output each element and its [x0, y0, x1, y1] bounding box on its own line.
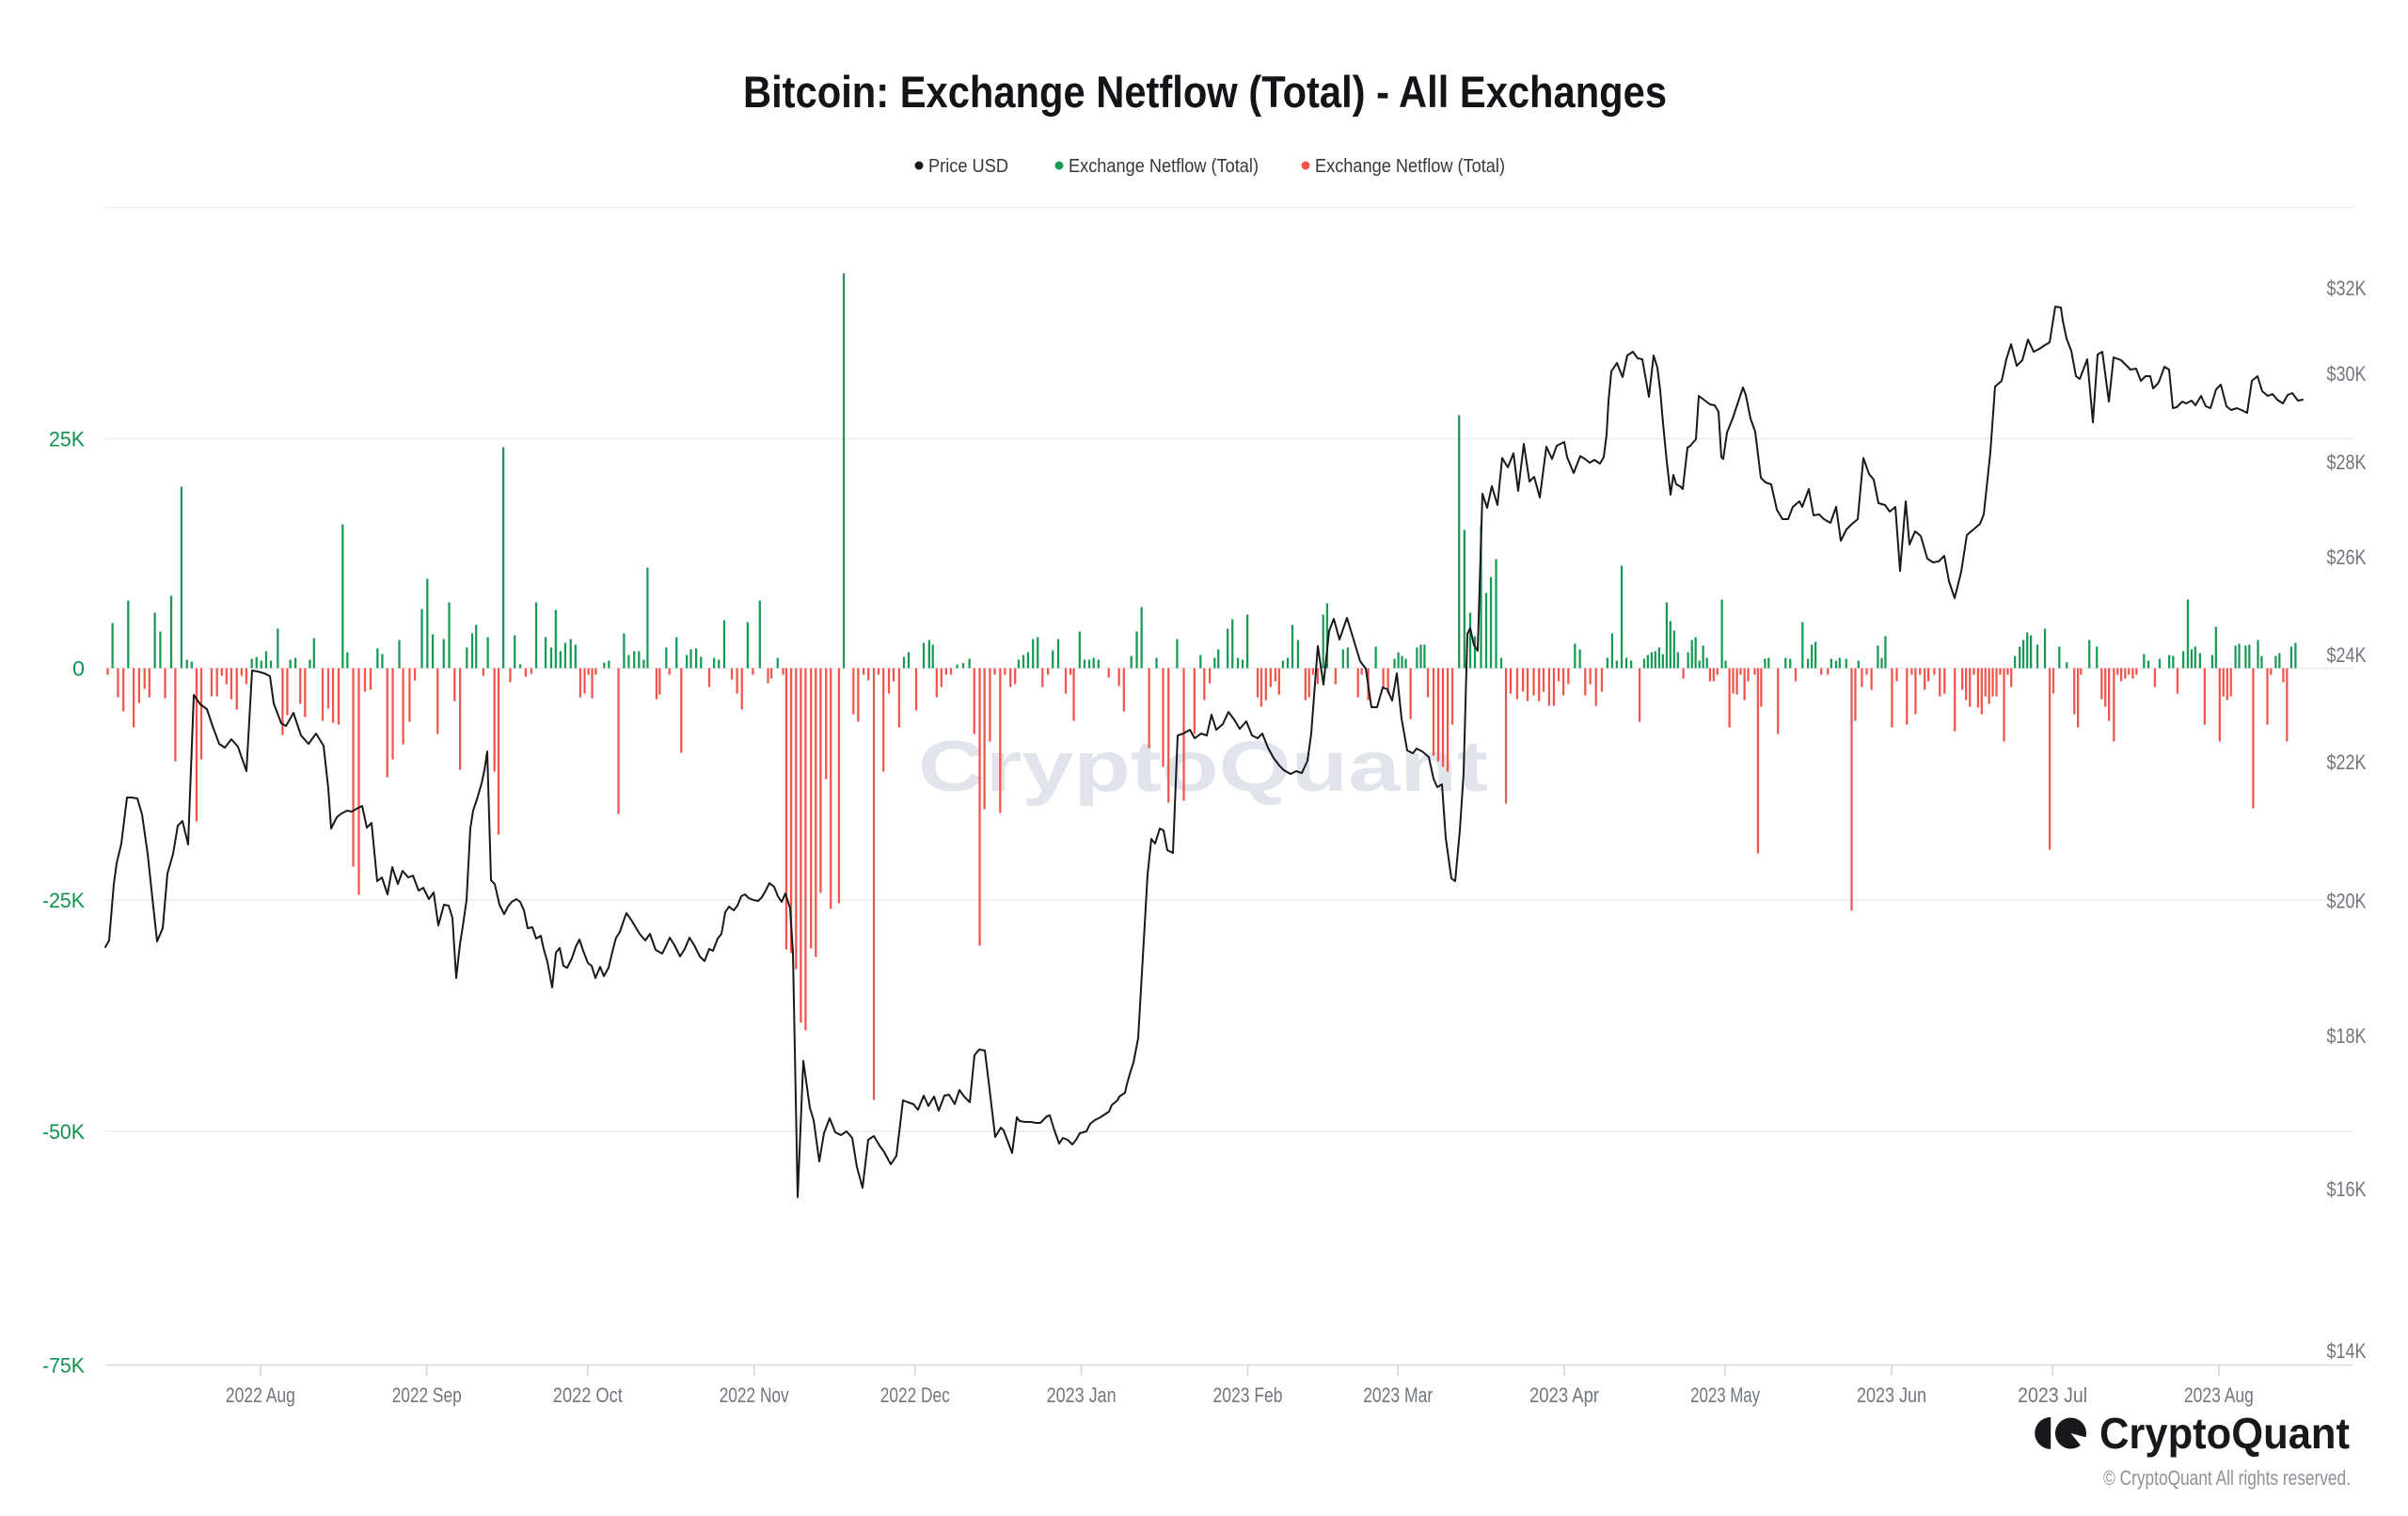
- svg-text:-75K: -75K: [42, 1354, 85, 1378]
- svg-text:2022 Sep: 2022 Sep: [392, 1383, 462, 1407]
- svg-text:2023 May: 2023 May: [1690, 1383, 1760, 1407]
- svg-text:Price USD: Price USD: [928, 156, 1008, 177]
- svg-text:CryptoQuant: CryptoQuant: [918, 727, 1488, 807]
- svg-text:2022 Oct: 2022 Oct: [553, 1383, 623, 1407]
- svg-text:2023 Apr: 2023 Apr: [1529, 1383, 1599, 1407]
- svg-text:0: 0: [72, 657, 85, 681]
- svg-text:$28K: $28K: [2327, 450, 2367, 474]
- svg-text:$18K: $18K: [2327, 1024, 2367, 1048]
- svg-text:CryptoQuant: CryptoQuant: [2099, 1409, 2350, 1458]
- svg-text:2023 Jun: 2023 Jun: [1857, 1383, 1926, 1407]
- svg-text:2022 Dec: 2022 Dec: [880, 1383, 950, 1407]
- svg-text:$16K: $16K: [2327, 1177, 2367, 1201]
- svg-text:2023 Mar: 2023 Mar: [1363, 1383, 1433, 1407]
- svg-text:$22K: $22K: [2327, 750, 2367, 774]
- svg-text:$26K: $26K: [2327, 545, 2367, 569]
- svg-text:-50K: -50K: [42, 1120, 85, 1144]
- svg-text:$20K: $20K: [2327, 889, 2367, 912]
- svg-text:$24K: $24K: [2327, 643, 2367, 667]
- svg-text:Bitcoin: Exchange Netflow (Tot: Bitcoin: Exchange Netflow (Total) - All …: [743, 67, 1667, 117]
- svg-text:2023 Aug: 2023 Aug: [2184, 1383, 2254, 1407]
- svg-text:2022 Nov: 2022 Nov: [720, 1383, 789, 1407]
- svg-text:2022 Aug: 2022 Aug: [226, 1383, 295, 1407]
- svg-text:Exchange Netflow (Total): Exchange Netflow (Total): [1069, 156, 1259, 177]
- svg-text:-25K: -25K: [42, 889, 85, 912]
- svg-text:25K: 25K: [49, 428, 85, 451]
- svg-text:2023 Jan: 2023 Jan: [1047, 1383, 1117, 1407]
- svg-text:$32K: $32K: [2327, 276, 2367, 300]
- svg-text:$14K: $14K: [2327, 1339, 2367, 1363]
- svg-text:Exchange Netflow (Total): Exchange Netflow (Total): [1315, 156, 1505, 177]
- svg-text:$30K: $30K: [2327, 362, 2367, 386]
- svg-text:2023 Jul: 2023 Jul: [2018, 1383, 2087, 1407]
- svg-text:2023 Feb: 2023 Feb: [1213, 1383, 1283, 1407]
- svg-text:© CryptoQuant All rights reser: © CryptoQuant All rights reserved.: [2103, 1466, 2351, 1490]
